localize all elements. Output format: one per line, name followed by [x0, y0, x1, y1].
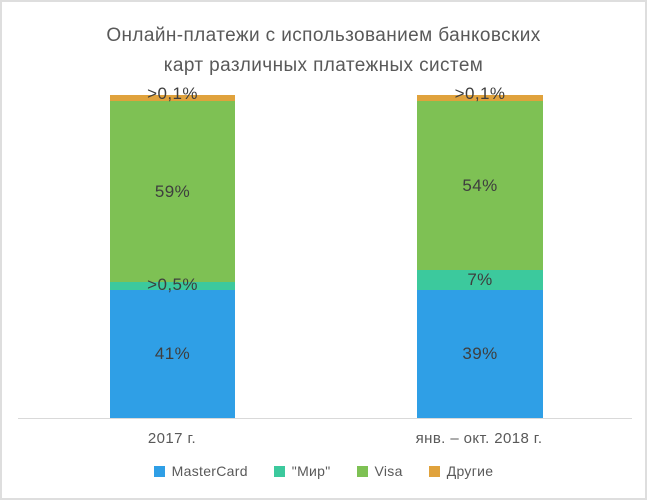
- legend-item-mir: "Мир": [273, 463, 331, 479]
- chart-title-line2: карт различных платежных систем: [163, 55, 484, 76]
- legend-label-mir: "Мир": [291, 463, 331, 479]
- bar-2018: >0,1% 54% 7% 39%: [417, 84, 543, 418]
- data-label-mir-2017: >0,5%: [147, 275, 198, 294]
- data-label-visa-2018: 54%: [462, 176, 498, 195]
- bar-segment-other-2017: [110, 95, 235, 101]
- bar-segment-other-2018: [417, 95, 543, 101]
- legend-swatch-mastercard: [153, 465, 165, 477]
- bar-segment-mir-2018: [417, 270, 543, 290]
- legend-swatch-other: [428, 465, 440, 477]
- bar-segment-visa-2017: [110, 101, 235, 282]
- bar-2017: >0,1% 59% >0,5% 41%: [110, 84, 235, 418]
- chart-title: Онлайн-платежи с использованием банковск…: [2, 21, 645, 81]
- data-label-mastercard-2018: 39%: [462, 344, 498, 363]
- legend-swatch-mir: [273, 465, 285, 477]
- data-label-visa-2017: 59%: [154, 182, 191, 201]
- legend-label-mastercard: MasterCard: [171, 463, 248, 479]
- bar-segment-mastercard-2017: [110, 290, 235, 418]
- data-label-mir-2018: 7%: [467, 270, 493, 289]
- legend-item-visa: Visa: [356, 463, 403, 479]
- data-label-other-2017: >0,1%: [147, 84, 198, 103]
- bar-segment-visa-2018: [417, 101, 543, 270]
- legend-item-mastercard: MasterCard: [153, 463, 248, 479]
- bar-segment-mir-2017: [110, 282, 235, 290]
- legend-label-other: Другие: [446, 463, 494, 479]
- x-axis-label-2018: янв. – окт. 2018 г.: [415, 430, 543, 447]
- x-axis-label-2017: 2017 г.: [147, 430, 197, 447]
- legend-label-visa: Visa: [374, 463, 403, 479]
- data-label-other-2018: >0,1%: [454, 84, 506, 103]
- legend: MasterCard "Мир" Visa Другие: [2, 463, 645, 479]
- x-axis-line: [18, 418, 632, 419]
- legend-swatch-visa: [356, 465, 368, 477]
- data-label-mastercard-2017: 41%: [154, 344, 191, 363]
- chart-title-line1: Онлайн-платежи с использованием банковск…: [106, 25, 541, 46]
- bar-segment-mastercard-2018: [417, 290, 543, 418]
- legend-item-other: Другие: [428, 463, 494, 479]
